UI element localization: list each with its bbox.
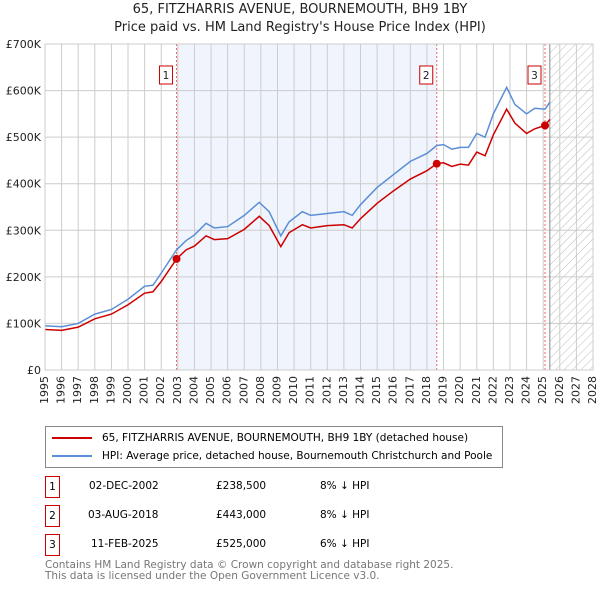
sale-date: 11-FEB-2025: [91, 538, 159, 550]
x-tick-label: 2000: [121, 376, 134, 404]
sale-point: [541, 121, 550, 130]
y-tick-label: £300K: [6, 224, 42, 237]
sale-marker-label: 2: [423, 70, 430, 82]
x-tick-label: 2018: [420, 376, 433, 404]
footer: Contains HM Land Registry data © Crown c…: [45, 560, 453, 582]
x-tick-label: 2027: [569, 376, 582, 404]
x-tick-label: 1999: [104, 376, 117, 404]
sale-date: 02-DEC-2002: [89, 480, 159, 492]
sale-price: £238,500: [216, 480, 267, 492]
footer-copyright: Contains HM Land Registry data © Crown c…: [45, 559, 454, 571]
x-tick-label: 2002: [154, 376, 167, 404]
x-tick-label: 2008: [254, 376, 267, 404]
x-tick-label: 2023: [503, 376, 516, 404]
sale-hpi-diff: 8% ↓ HPI: [320, 509, 370, 521]
y-tick-label: £400K: [6, 178, 42, 191]
x-tick-label: 2015: [370, 376, 383, 404]
sale-marker-label: 1: [163, 70, 170, 82]
sale-number-badge: 2: [45, 505, 60, 527]
y-tick-label: £0: [27, 364, 41, 377]
x-tick-label: 2022: [486, 376, 499, 404]
sale-point: [172, 254, 181, 263]
forecast-hatch: [549, 44, 593, 370]
x-tick-label: 2012: [320, 376, 333, 404]
chart-legend: 65, FITZHARRIS AVENUE, BOURNEMOUTH, BH9 …: [45, 426, 503, 468]
x-tick-label: 2028: [586, 376, 599, 404]
chart-subtitle: Price paid vs. HM Land Registry's House …: [114, 20, 486, 35]
legend-item-property: 65, FITZHARRIS AVENUE, BOURNEMOUTH, BH9 …: [52, 430, 468, 446]
y-tick-label: £100K: [6, 317, 42, 330]
x-tick-label: 2013: [337, 376, 350, 404]
sale-number-badge: 1: [45, 476, 60, 498]
chart-title: 65, FITZHARRIS AVENUE, BOURNEMOUTH, BH9 …: [132, 2, 468, 17]
x-tick-label: 2001: [138, 376, 151, 404]
x-tick-label: 2017: [403, 376, 416, 404]
legend-label: 65, FITZHARRIS AVENUE, BOURNEMOUTH, BH9 …: [102, 432, 469, 444]
sale-marker-badge: [159, 65, 174, 85]
sale-point: [432, 159, 441, 168]
x-tick-label: 2019: [437, 376, 450, 404]
legend-label: HPI: Average price, detached house, Bour…: [102, 450, 493, 462]
sale-price: £525,000: [216, 538, 267, 550]
x-tick-label: 1998: [88, 376, 101, 404]
hpi-line: [44, 85, 551, 328]
sale-price: £443,000: [216, 509, 267, 521]
x-tick-label: 2026: [553, 376, 566, 404]
sale-hpi-diff: 8% ↓ HPI: [320, 480, 370, 492]
sale-date: 03-AUG-2018: [88, 509, 159, 521]
sale-marker-badge: [419, 65, 434, 85]
sale-row: 2 03-AUG-2018 £443,000 8% ↓ HPI: [45, 505, 545, 527]
x-tick-label: 2025: [536, 376, 549, 404]
sale-row: 3 11-FEB-2025 £525,000 6% ↓ HPI: [45, 534, 545, 556]
sale-row: 1 02-DEC-2002 £238,500 8% ↓ HPI: [45, 476, 545, 498]
y-tick-label: £500K: [6, 131, 42, 144]
property-price-line: [44, 107, 551, 332]
y-tick-label: £600K: [6, 85, 42, 98]
x-tick-label: 2020: [453, 376, 466, 404]
legend-item-hpi: HPI: Average price, detached house, Bour…: [52, 448, 492, 464]
x-tick-label: 2010: [287, 376, 300, 404]
ownership-shading: [176, 44, 437, 370]
legend-line-red: [52, 437, 92, 439]
y-tick-label: £200K: [6, 271, 42, 284]
x-tick-label: 2009: [270, 376, 283, 404]
x-tick-label: 1995: [38, 376, 51, 404]
legend-line-blue: [52, 455, 92, 457]
sale-marker-badge: [527, 65, 542, 85]
sale-number-badge: 3: [45, 534, 60, 556]
x-tick-label: 1996: [55, 376, 68, 404]
plot-border: [44, 43, 594, 371]
sale-hpi-diff: 6% ↓ HPI: [320, 538, 370, 550]
sale-marker-label: 3: [531, 70, 538, 82]
y-tick-label: £700K: [6, 38, 42, 51]
x-tick-label: 2021: [470, 376, 483, 404]
x-tick-label: 2016: [387, 376, 400, 404]
footer-licence: This data is licensed under the Open Gov…: [45, 570, 380, 582]
x-tick-label: 2005: [204, 376, 217, 404]
x-tick-label: 2014: [354, 376, 367, 404]
line-chart: 1995 1996 1997 1998 1999 2000 2001 2002 2003 2004…: [6, 38, 599, 404]
x-tick-label: 2011: [304, 376, 317, 404]
x-tick-label: 2003: [171, 376, 184, 404]
x-tick-label: 2007: [237, 376, 250, 404]
x-tick-label: 2006: [221, 376, 234, 404]
x-tick-label: 2024: [520, 376, 533, 404]
x-tick-label: 2004: [187, 376, 200, 404]
x-tick-label: 1997: [71, 376, 84, 404]
